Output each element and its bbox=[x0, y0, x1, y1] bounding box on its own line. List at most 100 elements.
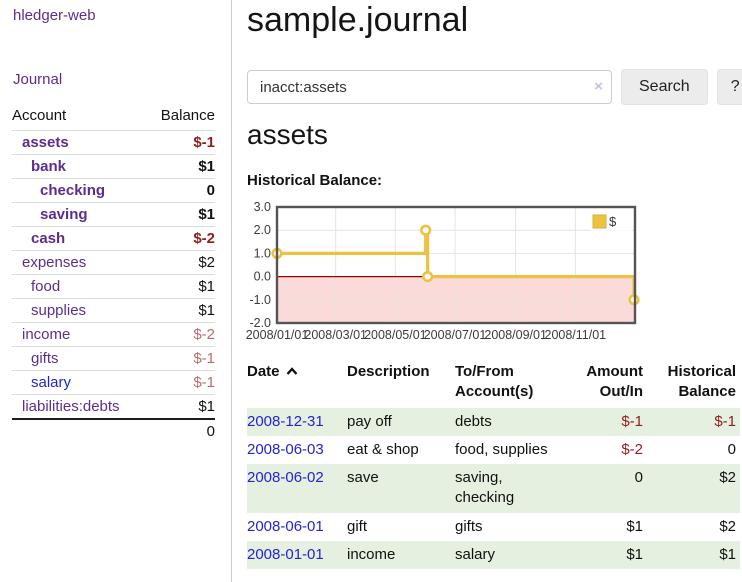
transaction-date-link[interactable]: 2008-06-01 bbox=[247, 517, 324, 535]
register-cell-description: income bbox=[347, 545, 396, 563]
app-brand-link[interactable]: hledger-web bbox=[13, 7, 96, 24]
accounts-total-row: 0 bbox=[12, 418, 215, 443]
account-link-salary[interactable]: salary bbox=[31, 374, 72, 391]
account-balance: $-2 bbox=[193, 230, 215, 247]
x-axis-tick-label: 2008/01/01 bbox=[246, 328, 309, 342]
accounts-total-value: 0 bbox=[206, 423, 215, 440]
historical-balance-chart: $3.0 2.0 1.0 0.0 -1.0 -2.0 2008/01/01 2008/03/0… bbox=[240, 200, 652, 343]
transaction-date-link[interactable]: 2008-06-03 bbox=[247, 440, 324, 458]
search-help-button[interactable]: ? bbox=[716, 69, 742, 105]
register-row: 2008-12-31 pay off debts $-1 $-1 bbox=[247, 407, 740, 436]
account-link-income[interactable]: income bbox=[22, 326, 71, 343]
register-row: 2008-06-01 gift gifts $1 $2 bbox=[247, 513, 740, 541]
account-row: income $-2 bbox=[12, 322, 215, 346]
register-cell-amount: $1 bbox=[626, 545, 643, 563]
legend-swatch bbox=[592, 214, 607, 229]
y-axis-tick-label: 2.0 bbox=[254, 223, 271, 237]
account-balance: $-1 bbox=[193, 350, 215, 367]
account-balance: $1 bbox=[198, 206, 215, 223]
account-link-assets[interactable]: assets bbox=[22, 134, 69, 151]
register-header-date[interactable]: Date bbox=[247, 360, 347, 408]
account-row: checking 0 bbox=[12, 178, 215, 202]
register-row: 2008-01-01 income salary $1 $1 bbox=[247, 540, 740, 569]
account-balance: $1 bbox=[198, 398, 215, 415]
account-row: bank $1 bbox=[12, 154, 215, 178]
register-header-tofrom: To/From Account(s) bbox=[455, 363, 534, 401]
accounts-header-account: Account bbox=[12, 107, 67, 124]
y-axis-tick-label: -1.0 bbox=[249, 293, 271, 307]
legend-label: $ bbox=[609, 214, 617, 229]
chart-title: Historical Balance: bbox=[247, 172, 383, 189]
clear-search-icon[interactable]: × bbox=[594, 78, 603, 95]
account-link-checking[interactable]: checking bbox=[40, 182, 106, 199]
register-cell-description: eat & shop bbox=[347, 440, 419, 458]
register-header-amount: Amount Out/In bbox=[586, 363, 643, 401]
search-button[interactable]: Search bbox=[621, 69, 708, 105]
account-balance: $-2 bbox=[193, 326, 215, 343]
account-row: expenses $2 bbox=[12, 250, 215, 274]
account-link-food[interactable]: food bbox=[31, 278, 61, 295]
y-axis-tick-label: 3.0 bbox=[254, 201, 271, 214]
register-cell-amount: 0 bbox=[634, 469, 643, 486]
register-cell-amount: $-1 bbox=[621, 412, 643, 430]
sidebar-item-journal[interactable]: Journal bbox=[13, 71, 63, 88]
accounts-header: Account Balance bbox=[12, 103, 215, 130]
accounts-list: assets $-1 bank $1 checking 0 saving $1 cash $-2 e… bbox=[12, 130, 215, 418]
register-cell-balance: $-1 bbox=[714, 412, 736, 430]
account-balance: 0 bbox=[206, 182, 215, 199]
account-balance: $2 bbox=[198, 254, 215, 271]
register-cell-tofrom: food, supplies bbox=[455, 440, 548, 458]
search-bar: × Search ? bbox=[247, 69, 742, 105]
account-row: cash $-2 bbox=[12, 226, 215, 250]
register-cell-description: pay off bbox=[347, 412, 392, 430]
account-row: food $1 bbox=[12, 274, 215, 298]
register-cell-amount: $1 bbox=[626, 517, 643, 535]
register-cell-balance: $2 bbox=[719, 469, 736, 486]
current-account-heading: assets bbox=[247, 119, 328, 150]
plot-border bbox=[275, 205, 637, 325]
account-link-supplies[interactable]: supplies bbox=[31, 302, 87, 319]
register-row: 2008-06-02 save saving, checking 0 $2 bbox=[247, 464, 740, 513]
page-title: sample.journal bbox=[247, 1, 469, 39]
transaction-date-link[interactable]: 2008-12-31 bbox=[247, 412, 324, 430]
account-link-cash[interactable]: cash bbox=[31, 230, 66, 247]
register-cell-tofrom: debts bbox=[455, 412, 492, 430]
account-balance: $1 bbox=[198, 302, 215, 319]
register-table: Date Description To/From Account(s) Amou… bbox=[247, 360, 740, 569]
account-balance: $-1 bbox=[193, 374, 215, 391]
x-axis-tick-label: 2008/09/01 bbox=[484, 328, 547, 342]
account-row: liabilities:debts $1 bbox=[12, 394, 215, 418]
account-link-expenses[interactable]: expenses bbox=[22, 254, 87, 271]
transaction-date-link[interactable]: 2008-01-01 bbox=[247, 545, 324, 563]
account-link-saving[interactable]: saving bbox=[40, 206, 88, 223]
account-link-gifts[interactable]: gifts bbox=[31, 350, 59, 367]
register-row: 2008-06-03 eat & shop food, supplies $-2 0 bbox=[247, 436, 740, 464]
register-cell-balance: 0 bbox=[727, 440, 736, 458]
x-axis-tick-label: 2008/07/01 bbox=[424, 328, 487, 342]
account-balance: $1 bbox=[198, 158, 215, 175]
register-header-balance: Historical Balance bbox=[667, 363, 736, 401]
register-cell-tofrom: saving, checking bbox=[455, 469, 515, 507]
register-cell-tofrom: salary bbox=[455, 545, 496, 563]
sort-ascending-icon bbox=[286, 367, 297, 375]
y-axis-tick-label: 1.0 bbox=[254, 246, 271, 260]
search-input[interactable] bbox=[247, 70, 612, 104]
y-axis-tick-label: 0.0 bbox=[254, 270, 271, 284]
accounts-panel: Account Balance assets $-1 bank $1 checking 0… bbox=[12, 103, 215, 443]
register-cell-description: gift bbox=[347, 517, 368, 535]
x-axis-tick-label: 2008/05/01 bbox=[364, 328, 427, 342]
account-link-bank[interactable]: bank bbox=[31, 158, 67, 175]
register-cell-description: save bbox=[347, 469, 379, 486]
account-link-liabilities-debts[interactable]: liabilities:debts bbox=[22, 398, 120, 415]
register-cell-tofrom: gifts bbox=[455, 517, 483, 535]
register-cell-amount: $-2 bbox=[621, 440, 643, 458]
accounts-header-balance: Balance bbox=[160, 107, 215, 124]
register-header-description: Description bbox=[347, 363, 430, 380]
account-row: supplies $1 bbox=[12, 298, 215, 322]
register-cell-balance: $2 bbox=[719, 517, 736, 535]
x-axis-tick-label: 2008/11/01 bbox=[545, 328, 607, 342]
transaction-date-link[interactable]: 2008-06-02 bbox=[247, 469, 324, 486]
account-balance: $1 bbox=[198, 278, 215, 295]
account-row: gifts $-1 bbox=[12, 346, 215, 370]
sidebar: hledger-web Journal Account Balance asse… bbox=[0, 0, 232, 582]
